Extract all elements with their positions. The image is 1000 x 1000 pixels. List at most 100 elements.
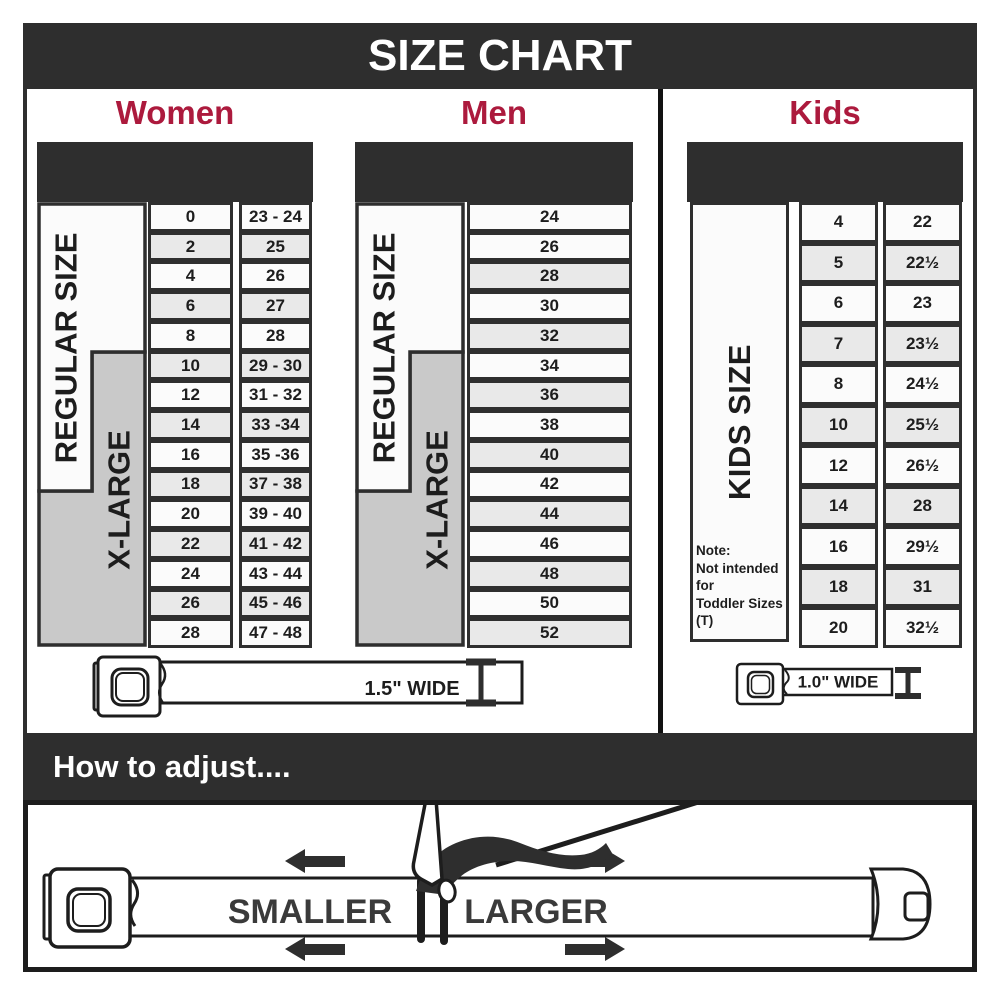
how-to-adjust-heading: How to adjust.... (23, 733, 977, 800)
kids-belt-illustration: 1.0" WIDE (735, 662, 921, 706)
table-row: 20 32½ (799, 607, 962, 649)
pants-size-cell: 12 (148, 380, 233, 411)
table-row: 12 31 - 32 (148, 380, 312, 411)
hand-silhouette (416, 836, 612, 895)
belt-strap (154, 660, 524, 705)
table-row: 10 29 - 30 (148, 350, 312, 381)
webbing-fold (782, 669, 790, 695)
kids-size-range-graphic: KIDS SIZE Note: Not intended for Toddler… (690, 202, 789, 642)
pants-size-cell: 28 (467, 261, 632, 292)
pants-size-cell: 4 (148, 261, 233, 292)
buckle-button-outer (110, 667, 150, 707)
arrow-left-icon (285, 937, 345, 961)
table-row: 4 22 (799, 202, 962, 243)
men-regular-size-label: REGULAR SIZE (367, 233, 402, 464)
table-row: 52 (467, 618, 632, 649)
table-row: 28 47 - 48 (148, 618, 312, 649)
pants-size-cell: 16 (148, 439, 233, 470)
pants-size-cell: 48 (467, 558, 632, 589)
table-row: 16 35 -36 (148, 439, 312, 470)
kids-belt-width-label: 1.0" WIDE (798, 673, 879, 692)
adjust-illustration: SMALLER LARGER (42, 805, 932, 961)
webbing-fold (158, 662, 167, 704)
waist-cell: 39 - 40 (239, 499, 312, 530)
buckle-button-inner (115, 672, 145, 702)
larger-label: LARGER (464, 893, 608, 931)
kids-note: Note: Not intended for Toddler Sizes (T) (696, 542, 784, 630)
pants-size-cell: 10 (148, 350, 233, 381)
pants-size-cell: 30 (467, 291, 632, 321)
table-row: 28 (467, 261, 632, 292)
table-row: 50 (467, 588, 632, 619)
waist-cell: 32½ (883, 607, 962, 649)
waist-cell: 28 (239, 320, 312, 351)
pants-size-cell: 44 (467, 499, 632, 530)
table-row: 12 26½ (799, 445, 962, 486)
pants-size-cell: 8 (148, 320, 233, 351)
size-cell: 5 (799, 242, 878, 284)
pants-size-cell: 26 (148, 588, 233, 619)
seatbelt-buckle-icon (42, 867, 139, 949)
belt-tip-slot (903, 891, 930, 922)
size-cell: 14 (799, 485, 878, 527)
buckle-button-outer (746, 670, 775, 699)
buckle-button-inner (750, 674, 771, 695)
waist-cell: 31 (883, 566, 962, 608)
table-row: 10 25½ (799, 404, 962, 446)
pants-size-cell: 38 (467, 410, 632, 440)
pants-size-cell: 28 (148, 618, 233, 649)
table-row: 7 23½ (799, 323, 962, 365)
pants-size-cell: 26 (467, 231, 632, 262)
men-regular-block (355, 202, 465, 493)
table-row: 38 (467, 410, 632, 440)
kids-table-rows: 4 22 5 22½ 6 23 7 23½ 8 24½ (799, 202, 962, 649)
waist-cell: 29½ (883, 526, 962, 567)
pants-size-cell: 2 (148, 231, 233, 262)
women-size-table: Pants Size Waist inches REGULAR SIZE X-L… (37, 142, 313, 649)
waist-cell: 25 (239, 231, 312, 262)
pants-size-cell: 34 (467, 350, 632, 381)
panel-border-left (23, 89, 27, 733)
waist-cell: 23 - 24 (239, 202, 312, 232)
table-row: 6 23 (799, 283, 962, 324)
table-row: 5 22½ (799, 242, 962, 284)
size-cell: 8 (799, 364, 878, 405)
waist-cell: 26½ (883, 445, 962, 486)
adult-belt-illustration: 1.5" WIDE (92, 655, 524, 718)
pants-size-cell: 20 (148, 499, 233, 530)
pants-size-cell: 36 (467, 380, 632, 411)
size-cell: 10 (799, 404, 878, 446)
hand-illustration (411, 805, 612, 904)
kids-note-title: Note: (696, 543, 731, 559)
pants-size-cell: 6 (148, 291, 233, 321)
adult-belt-width-label: 1.5" WIDE (364, 678, 459, 700)
kids-section-divider (658, 89, 663, 733)
table-row: 36 (467, 380, 632, 411)
pants-size-cell: 46 (467, 529, 632, 559)
table-row: 2 25 (148, 231, 312, 262)
kids-size-table: Size Waist inches KIDS SIZE Note: Not in… (687, 142, 963, 649)
arrow-right-icon (565, 937, 625, 961)
waist-cell: 31 - 32 (239, 380, 312, 411)
smaller-label: SMALLER (228, 893, 392, 931)
men-size-table: Pants Size (waist inches) REGULAR SIZE X… (355, 142, 633, 649)
table-row: 14 28 (799, 485, 962, 527)
pants-size-cell: 18 (148, 469, 233, 500)
men-table-header: Pants Size (waist inches) (355, 142, 633, 638)
waist-cell: 41 - 42 (239, 529, 312, 559)
women-regular-size-label: REGULAR SIZE (49, 233, 84, 464)
table-row: 6 27 (148, 291, 312, 321)
waist-cell: 33 -34 (239, 410, 312, 440)
waist-cell: 25½ (883, 404, 962, 446)
table-row: 24 43 - 44 (148, 558, 312, 589)
kids-note-text-2: Toddler Sizes (T) (696, 595, 783, 629)
waist-cell: 27 (239, 291, 312, 321)
pants-size-cell: 40 (467, 439, 632, 470)
table-row: 44 (467, 499, 632, 530)
waist-cell: 26 (239, 261, 312, 292)
men-size-range-graphic: REGULAR SIZE X-LARGE (355, 202, 465, 647)
kids-note-text-1: Not intended for (696, 560, 779, 594)
table-row: 8 24½ (799, 364, 962, 405)
waist-cell: 24½ (883, 364, 962, 405)
